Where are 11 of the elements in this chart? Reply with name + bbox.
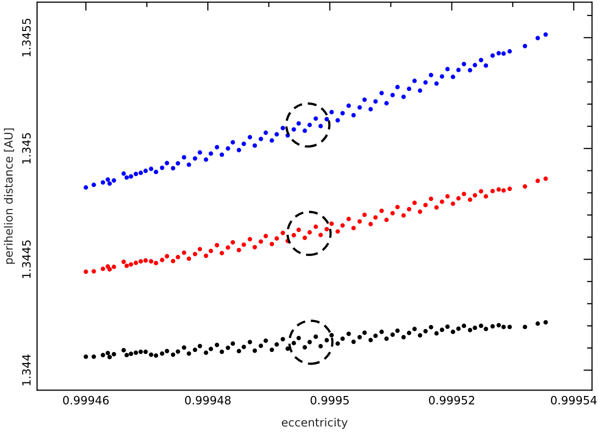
x-axis-title: eccentricity: [282, 418, 348, 429]
x-tick-label: 0.99952: [428, 396, 474, 405]
y-axis-title: perihelion distance [AU]: [4, 128, 15, 264]
x-tick-label: 0.99954: [550, 396, 597, 405]
y-tick-label: 1.3445: [22, 240, 31, 278]
y-tick-label: 1.344: [22, 354, 31, 386]
x-tick-label: 0.99948: [185, 396, 231, 405]
x-tick-label: 0.9995: [310, 396, 349, 405]
y-tick-label: 1.345: [22, 133, 31, 164]
y-tick-label: 1.3455: [22, 18, 31, 56]
x-tick-label: 0.99946: [63, 396, 109, 405]
